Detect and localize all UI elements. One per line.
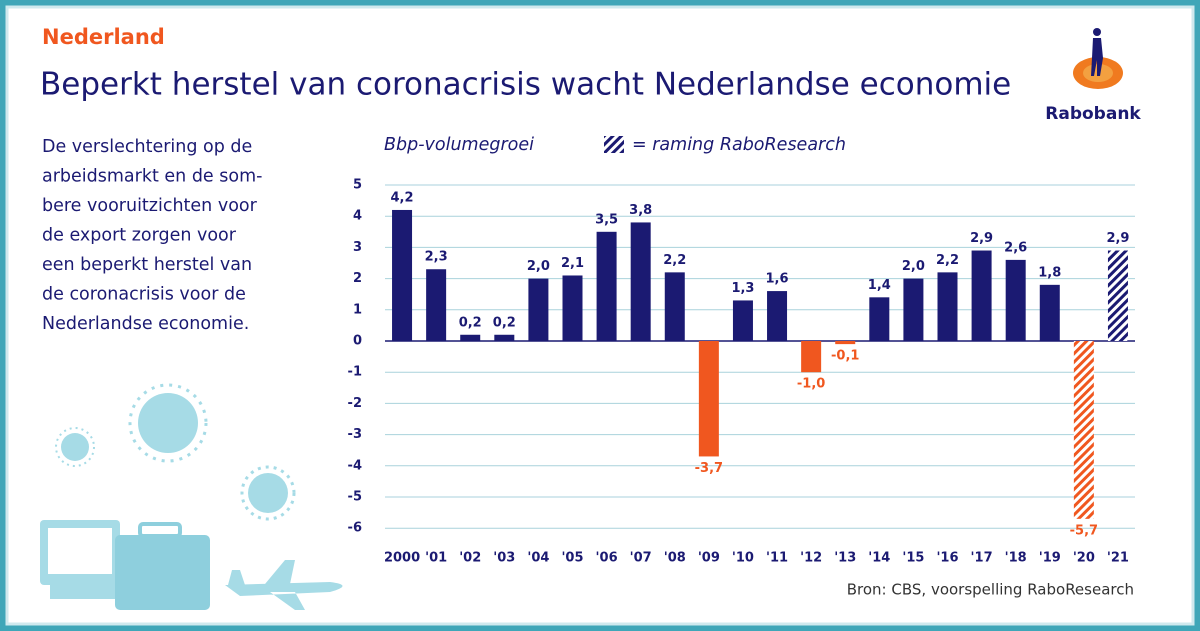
bar bbox=[732, 300, 753, 341]
legend-swatch bbox=[604, 136, 624, 153]
intro-text: De verslechtering op de arbeidsmarkt en d… bbox=[42, 137, 262, 334]
x-tick-label: '06 bbox=[596, 551, 618, 566]
chart: Bbp-volumegroei = raming RaboResearch Bron… bbox=[348, 135, 1135, 599]
value-label: -1,0 bbox=[797, 377, 825, 392]
value-label: -5,7 bbox=[1070, 523, 1098, 538]
x-tick-label: '21 bbox=[1107, 551, 1129, 566]
bar bbox=[562, 275, 583, 341]
bar bbox=[426, 269, 447, 341]
x-tick-label: '08 bbox=[664, 551, 686, 566]
logo bbox=[1073, 28, 1123, 89]
intro-line: Nederlandse economie. bbox=[42, 314, 249, 334]
bar bbox=[528, 278, 549, 341]
value-label: 2,0 bbox=[527, 259, 550, 274]
value-label: 2,3 bbox=[425, 250, 448, 265]
intro-line: de export zorgen voor bbox=[42, 226, 237, 246]
bar bbox=[630, 222, 651, 341]
y-tick-label: 0 bbox=[353, 334, 362, 349]
x-tick-label: '10 bbox=[732, 551, 754, 566]
bar bbox=[1005, 259, 1026, 341]
y-tick-label: 1 bbox=[353, 302, 362, 317]
x-tick-label: '03 bbox=[493, 551, 515, 566]
value-label: -3,7 bbox=[695, 461, 723, 476]
value-label: -0,1 bbox=[831, 349, 859, 364]
intro-line: arbeidsmarkt en de som- bbox=[42, 167, 262, 187]
value-label: 2,6 bbox=[1004, 240, 1027, 255]
bar bbox=[869, 297, 890, 341]
value-label: 0,2 bbox=[493, 315, 516, 330]
y-tick-label: -6 bbox=[348, 521, 362, 536]
x-tick-label: '01 bbox=[425, 551, 447, 566]
x-tick-label: '04 bbox=[527, 551, 549, 566]
y-tick-label: 5 bbox=[353, 178, 362, 193]
kicker: Nederland bbox=[42, 25, 165, 49]
value-label: 3,5 bbox=[595, 212, 618, 227]
value-label: 2,2 bbox=[936, 253, 959, 268]
x-tick-label: '09 bbox=[698, 551, 720, 566]
x-tick-label: '14 bbox=[868, 551, 890, 566]
value-label: 1,6 bbox=[766, 272, 789, 287]
intro-line: de coronacrisis voor de bbox=[42, 285, 246, 305]
x-tick-label: '15 bbox=[902, 551, 924, 566]
value-label: 2,1 bbox=[561, 256, 584, 271]
bar bbox=[596, 231, 617, 341]
bar bbox=[664, 272, 685, 341]
value-label: 1,4 bbox=[868, 278, 891, 293]
x-tick-label: '05 bbox=[561, 551, 583, 566]
value-label: 2,0 bbox=[902, 259, 925, 274]
intro-line: een beperkt herstel van bbox=[42, 255, 252, 275]
bar bbox=[494, 334, 515, 341]
bar bbox=[767, 291, 788, 341]
value-label: 3,8 bbox=[629, 203, 652, 218]
x-tick-label: '20 bbox=[1073, 551, 1095, 566]
bar bbox=[903, 278, 924, 341]
y-tick-label: -2 bbox=[348, 396, 362, 411]
value-label: 4,2 bbox=[391, 190, 414, 205]
intro-line: De verslechtering op de bbox=[42, 137, 252, 157]
bar bbox=[698, 341, 719, 457]
y-tick-label: 2 bbox=[353, 271, 362, 286]
chart-title: Bbp-volumegroei bbox=[384, 135, 534, 155]
bar bbox=[971, 250, 992, 341]
y-tick-label: -1 bbox=[348, 365, 362, 380]
x-tick-label: '19 bbox=[1039, 551, 1061, 566]
bar bbox=[392, 209, 413, 341]
x-tick-label: 2000 bbox=[384, 551, 420, 566]
bar bbox=[835, 341, 856, 345]
bar bbox=[937, 272, 958, 341]
value-label: 2,9 bbox=[1106, 231, 1129, 246]
bar bbox=[460, 334, 481, 341]
x-tick-label: '16 bbox=[936, 551, 958, 566]
x-tick-label: '07 bbox=[630, 551, 652, 566]
y-tick-label: -4 bbox=[348, 458, 362, 473]
x-tick-label: '12 bbox=[800, 551, 822, 566]
value-label: 1,8 bbox=[1038, 265, 1061, 280]
y-tick-label: -3 bbox=[348, 427, 362, 442]
intro-line: bere vooruitzichten voor bbox=[42, 196, 258, 216]
value-label: 1,3 bbox=[731, 281, 754, 296]
source: Bron: CBS, voorspelling RaboResearch bbox=[847, 581, 1134, 599]
value-label: 2,2 bbox=[663, 253, 686, 268]
legend-label: = raming RaboResearch bbox=[632, 135, 846, 155]
x-tick-label: '18 bbox=[1005, 551, 1027, 566]
illustration bbox=[40, 383, 343, 610]
brand: Rabobank bbox=[1045, 104, 1141, 124]
bar bbox=[1073, 341, 1094, 519]
y-tick-label: -5 bbox=[348, 490, 362, 505]
value-label: 0,2 bbox=[459, 315, 482, 330]
bar bbox=[1107, 250, 1128, 341]
value-label: 2,9 bbox=[970, 231, 993, 246]
x-tick-label: '02 bbox=[459, 551, 481, 566]
x-tick-label: '17 bbox=[971, 551, 993, 566]
bar bbox=[1039, 284, 1060, 341]
y-tick-label: 4 bbox=[353, 209, 362, 224]
title: Beperkt herstel van coronacrisis wacht N… bbox=[40, 67, 1011, 103]
x-tick-label: '11 bbox=[766, 551, 788, 566]
x-tick-label: '13 bbox=[834, 551, 856, 566]
y-tick-label: 3 bbox=[353, 240, 362, 255]
bar bbox=[801, 341, 822, 373]
